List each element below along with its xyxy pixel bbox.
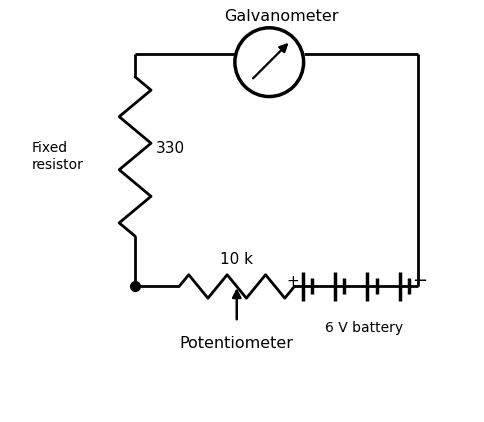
Text: 6 V battery: 6 V battery (325, 322, 403, 335)
Text: Galvanometer: Galvanometer (225, 8, 339, 24)
Text: 10 k: 10 k (220, 252, 253, 267)
Text: 330: 330 (156, 141, 185, 156)
Text: −: − (412, 273, 427, 290)
Text: +: + (286, 274, 299, 289)
Text: Potentiometer: Potentiometer (180, 335, 294, 351)
Text: Fixed
resistor: Fixed resistor (31, 141, 83, 172)
